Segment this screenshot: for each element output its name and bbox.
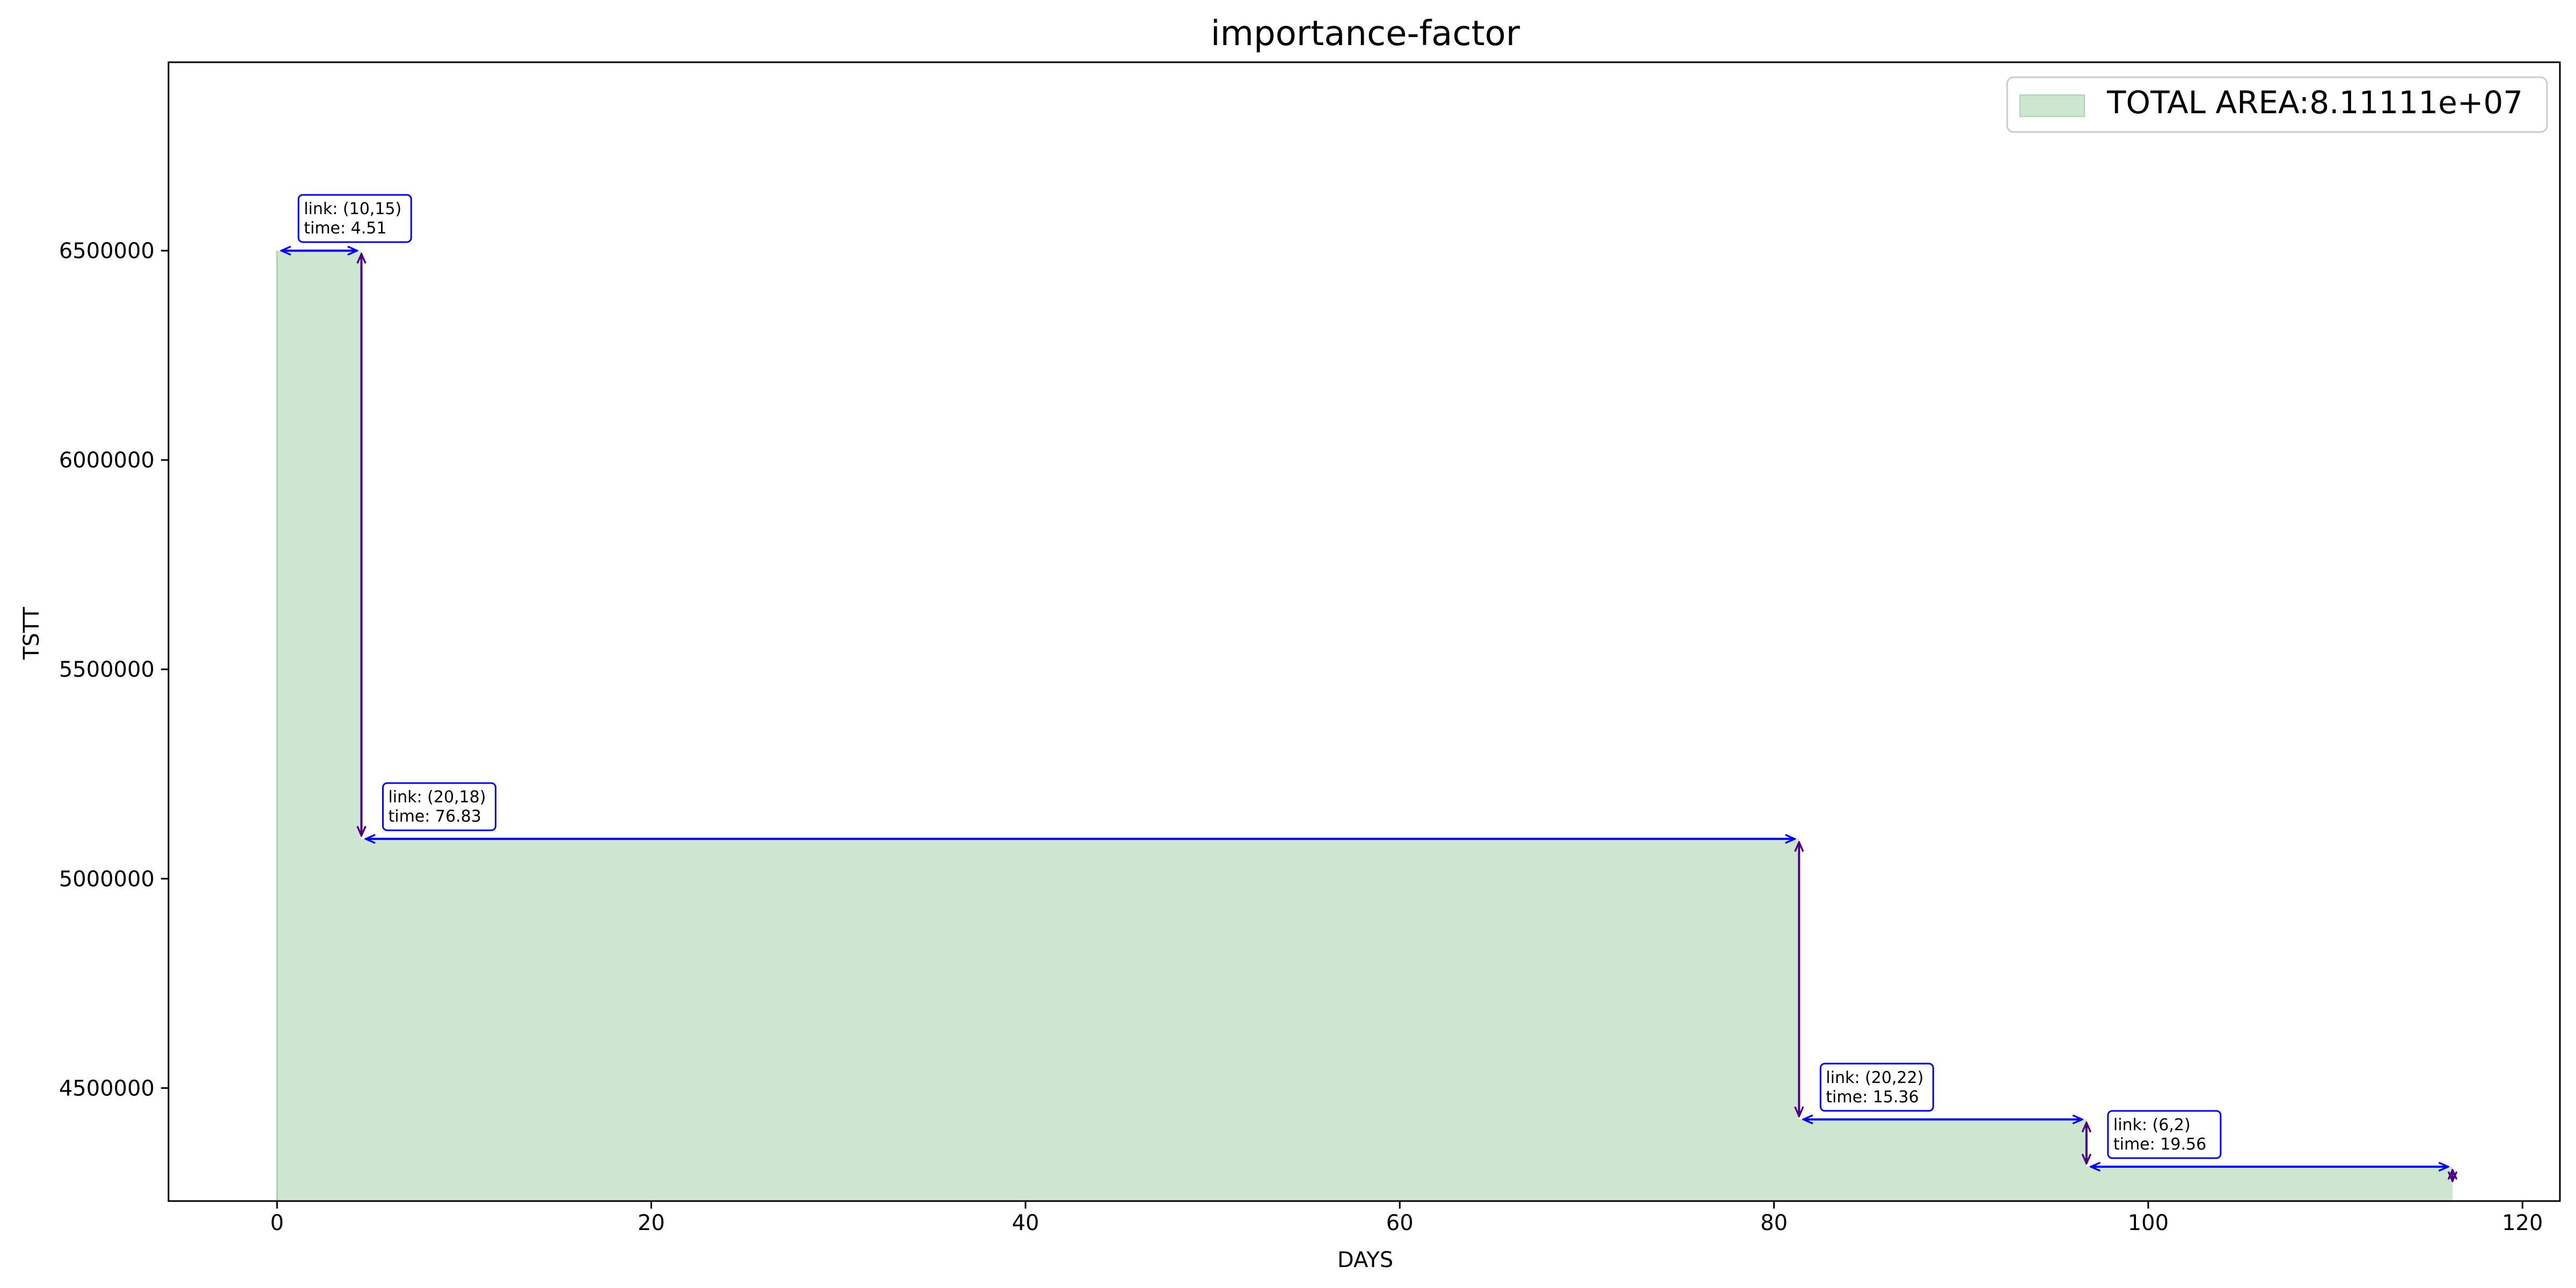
annotation-label: time: 4.51 <box>304 219 386 238</box>
x-tick-label: 20 <box>638 1211 665 1235</box>
y-tick-label: 5000000 <box>59 867 155 891</box>
area-fill <box>277 251 2453 1201</box>
annotation-box <box>382 782 496 831</box>
x-tick-label: 100 <box>2128 1211 2169 1235</box>
y-axis-label: TSTT <box>19 606 44 660</box>
legend-label: TOTAL AREA:8.11111e+07 <box>2106 84 2523 121</box>
annotation-label: time: 15.36 <box>1826 1088 1919 1107</box>
annotation-box <box>1819 1063 1934 1112</box>
annotation: link: (20,18)time: 76.83 <box>365 782 1799 1116</box>
annotation: link: (10,15)time: 4.51 <box>281 194 412 836</box>
x-tick-label: 40 <box>1012 1211 1039 1235</box>
annotation-label: link: (20,22) <box>1826 1069 1923 1087</box>
axis-ticks: 0 20 40 60 80 100 120 4500000 5000000 5500000 6000… <box>59 239 2543 1235</box>
annotation: link: (20,22)time: 15.36 <box>1803 1063 2087 1163</box>
annotation-label: link: (10,15) <box>304 200 401 218</box>
y-tick-label: 6000000 <box>59 448 155 473</box>
annotation-label: time: 76.83 <box>388 807 481 826</box>
chart-title: importance-factor <box>1211 14 1520 54</box>
annotation-box <box>297 194 412 243</box>
annotation-box <box>2107 1110 2222 1159</box>
annotation-label: link: (20,18) <box>388 788 486 807</box>
legend-box <box>2006 76 2548 133</box>
x-tick-label: 60 <box>1386 1211 1414 1235</box>
y-tick-label: 5500000 <box>59 657 155 682</box>
x-axis-label: DAYS <box>1337 1248 1393 1272</box>
y-tick-label: 4500000 <box>59 1076 155 1101</box>
legend: TOTAL AREA:8.11111e+07 <box>2006 76 2548 133</box>
annotation-label: time: 19.56 <box>2113 1135 2206 1154</box>
x-tick-label: 120 <box>2502 1211 2543 1235</box>
plot-frame-rect <box>167 61 2561 1202</box>
plot-frame <box>167 61 2561 1202</box>
legend-swatch <box>2019 94 2085 117</box>
annotation: link: (6,2)time: 19.56 <box>2091 1110 2453 1181</box>
y-tick-label: 6500000 <box>59 239 155 264</box>
x-tick-label: 0 <box>270 1211 284 1235</box>
annotation-label: link: (6,2) <box>2113 1116 2191 1135</box>
area-fill-layer <box>276 251 2453 1201</box>
x-tick-label: 80 <box>1760 1211 1788 1235</box>
